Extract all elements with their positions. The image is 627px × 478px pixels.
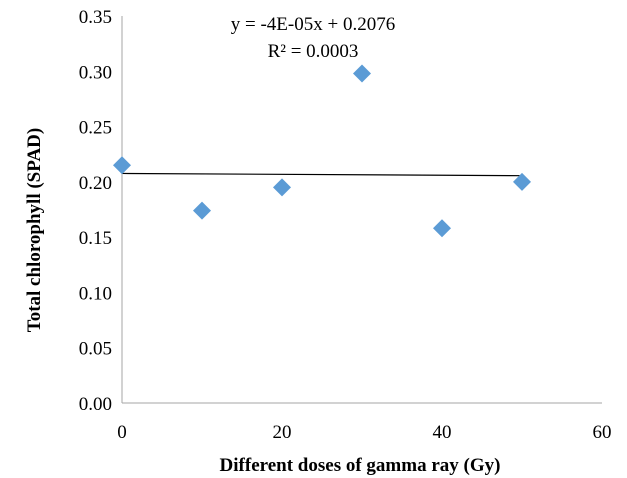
y-tick-label: 0.05 [79, 339, 112, 360]
x-axis-title: Different doses of gamma ray (Gy) [220, 455, 501, 476]
data-point [433, 219, 451, 238]
x-axis-ticks: 0 20 40 60 [117, 422, 611, 443]
y-tick-label: 0.00 [79, 394, 112, 415]
x-tick-label: 40 [433, 422, 452, 443]
y-tick-label: 0.10 [79, 283, 112, 304]
y-axis-ticks: 0.00 0.05 0.10 0.15 0.20 0.25 0.30 0.35 [79, 7, 112, 415]
axes [121, 16, 602, 404]
x-tick-label: 60 [593, 422, 612, 443]
y-tick-label: 0.35 [79, 7, 112, 28]
y-tick-label: 0.15 [79, 228, 112, 249]
x-tick-label: 0 [117, 422, 127, 443]
data-point [273, 178, 291, 197]
data-points [113, 64, 531, 238]
trendline-r-squared: R² = 0.0003 [268, 41, 359, 62]
y-axis-title: Total chlorophyll (SPAD) [24, 128, 45, 332]
x-tick-label: 20 [273, 422, 292, 443]
y-tick-label: 0.25 [79, 118, 112, 139]
trendline-equation: y = -4E-05x + 0.2076 [231, 14, 395, 35]
data-point [193, 201, 211, 220]
trendline [121, 172, 523, 177]
data-point [513, 172, 531, 191]
y-tick-label: 0.30 [79, 62, 112, 83]
y-tick-label: 0.20 [79, 173, 112, 194]
data-point [353, 64, 371, 83]
data-point [113, 156, 131, 175]
